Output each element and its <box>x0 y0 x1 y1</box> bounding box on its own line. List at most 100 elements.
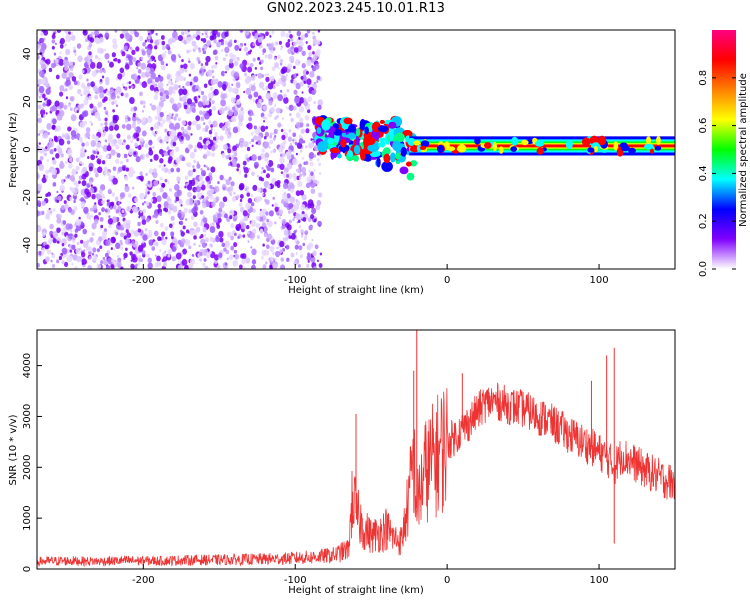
figure-title: GN02.2023.245.10.01.R13 <box>266 1 446 16</box>
spectrogram-noise-blob <box>81 142 85 147</box>
spectrogram-noise-blob <box>187 121 192 126</box>
spectrogram-noise-blob <box>282 182 289 190</box>
spectrogram-noise-blob <box>99 245 103 250</box>
spectrogram-noise-blob <box>206 196 209 200</box>
spectrogram-noise-blob <box>140 100 144 105</box>
spectrogram-noise-blob <box>270 257 274 262</box>
spectrogram-noise-blob <box>158 164 162 168</box>
spectrogram-noise-blob <box>108 224 112 229</box>
spectrogram-noise-blob <box>296 240 300 245</box>
spectrogram-noise-blob <box>280 75 287 83</box>
spectrogram-noise-blob <box>305 128 310 134</box>
spectrogram-noise-blob <box>91 252 95 256</box>
spectrogram-noise-blob <box>153 212 159 219</box>
spectrogram-noise-blob <box>235 82 241 89</box>
spectrogram-noise-blob <box>81 69 85 74</box>
spectrogram-noise-blob <box>232 110 239 117</box>
spectrogram-noise-blob <box>153 94 158 100</box>
spectrogram-signal-blob <box>389 152 396 163</box>
spectrogram-noise-blob <box>190 133 193 136</box>
spectrogram-noise-blob <box>156 110 160 114</box>
spectrogram-noise-blob <box>37 54 40 61</box>
spectrogram-noise-blob <box>239 142 244 148</box>
spectrogram-noise-blob <box>177 117 181 122</box>
spectrogram-noise-blob <box>204 265 209 269</box>
spectrogram-noise-blob <box>128 85 132 89</box>
spectrogram-noise-blob <box>265 86 269 91</box>
spectrogram-noise-blob <box>79 121 86 129</box>
spectrogram-noise-blob <box>248 116 253 122</box>
spectrogram-noise-blob <box>57 195 62 202</box>
spectrogram-noise-blob <box>164 168 168 173</box>
spectrogram-noise-blob <box>89 103 94 109</box>
spectrogram-noise-blob <box>210 78 216 86</box>
spectrogram-noise-blob <box>87 264 92 269</box>
spectrogram-noise-blob <box>103 133 106 136</box>
spectrogram-noise-blob <box>311 207 317 215</box>
spectrogram-signal-blob <box>413 140 421 146</box>
spectrogram-noise-blob <box>203 30 209 34</box>
spectrogram-noise-blob <box>288 30 292 34</box>
spectrogram-noise-blob <box>100 260 104 265</box>
spectrogram-noise-blob <box>78 180 81 184</box>
spectrogram-noise-blob <box>52 118 57 125</box>
spectrogram-noise-blob <box>268 145 271 149</box>
spectrogram-noise-blob <box>183 207 188 214</box>
spectrogram-noise-blob <box>109 206 113 210</box>
spectrogram-noise-blob <box>219 107 225 115</box>
spectrogram-noise-blob <box>185 229 190 234</box>
spectrogram-noise-blob <box>293 202 300 211</box>
spectrogram-noise-blob <box>260 59 264 64</box>
spectrogram-noise-blob <box>267 184 271 190</box>
spectrogram-noise-blob <box>155 32 158 36</box>
spectrogram-noise-blob <box>69 107 73 111</box>
spectrogram-noise-blob <box>107 257 113 265</box>
spectrogram-noise-blob <box>293 260 298 266</box>
spectrogram-signal-blob <box>492 141 498 152</box>
spectrogram-noise-blob <box>88 95 92 101</box>
spectrogram-noise-blob <box>290 252 295 258</box>
spectrogram-noise-blob <box>64 88 68 92</box>
spectrogram-noise-blob <box>209 243 213 248</box>
spectrogram-noise-blob <box>282 193 288 200</box>
spectrogram-signal-blob <box>353 154 359 162</box>
spectrogram-noise-blob <box>70 31 74 36</box>
spectrogram-noise-blob <box>155 219 159 224</box>
spectrogram-noise-blob <box>156 255 161 262</box>
spectrogram-noise-blob <box>46 249 52 255</box>
spectrogram-noise-blob <box>47 191 52 197</box>
spectrogram-noise-blob <box>178 199 183 205</box>
spectrogram-noise-blob <box>117 73 123 80</box>
spectrogram-noise-blob <box>307 45 312 51</box>
spectrogram-noise-blob <box>275 81 280 87</box>
spectrogram-noise-blob <box>238 202 243 207</box>
spectrogram-noise-blob <box>211 145 216 152</box>
spectrogram-noise-blob <box>90 123 93 126</box>
spectrogram-signal-blob <box>536 147 544 155</box>
spectrogram-noise-blob <box>38 85 45 94</box>
spectrogram-noise-blob <box>64 203 69 210</box>
spectrogram-noise-blob <box>168 130 173 136</box>
spectrogram-noise-blob <box>88 42 93 48</box>
spectrogram-noise-blob <box>71 168 77 176</box>
spectrogram-noise-blob <box>317 99 323 106</box>
spectrogram-noise-blob <box>262 87 265 91</box>
spectrogram-noise-blob <box>45 256 50 263</box>
spectrogram-noise-blob <box>126 81 129 85</box>
spectrogram-noise-blob <box>129 46 133 51</box>
spectrogram-noise-blob <box>202 94 208 102</box>
spectrogram-noise-blob <box>171 113 174 117</box>
spectrogram-noise-blob <box>71 76 77 82</box>
spectrogram-noise-blob <box>208 120 212 125</box>
spectrogram-noise-blob <box>123 139 126 143</box>
spectrogram-noise-blob <box>116 254 119 258</box>
spectrogram-noise-blob <box>305 70 309 75</box>
spectrogram-noise-blob <box>56 113 63 121</box>
spectrogram-noise-blob <box>253 135 258 141</box>
spectrogram-noise-blob <box>159 92 163 97</box>
spectrogram-noise-blob <box>303 97 307 102</box>
x-tick-label: -200 <box>132 275 155 286</box>
spectrogram-noise-blob <box>188 245 192 250</box>
spectrogram-noise-blob <box>286 107 290 110</box>
spectrogram-noise-blob <box>125 158 129 163</box>
